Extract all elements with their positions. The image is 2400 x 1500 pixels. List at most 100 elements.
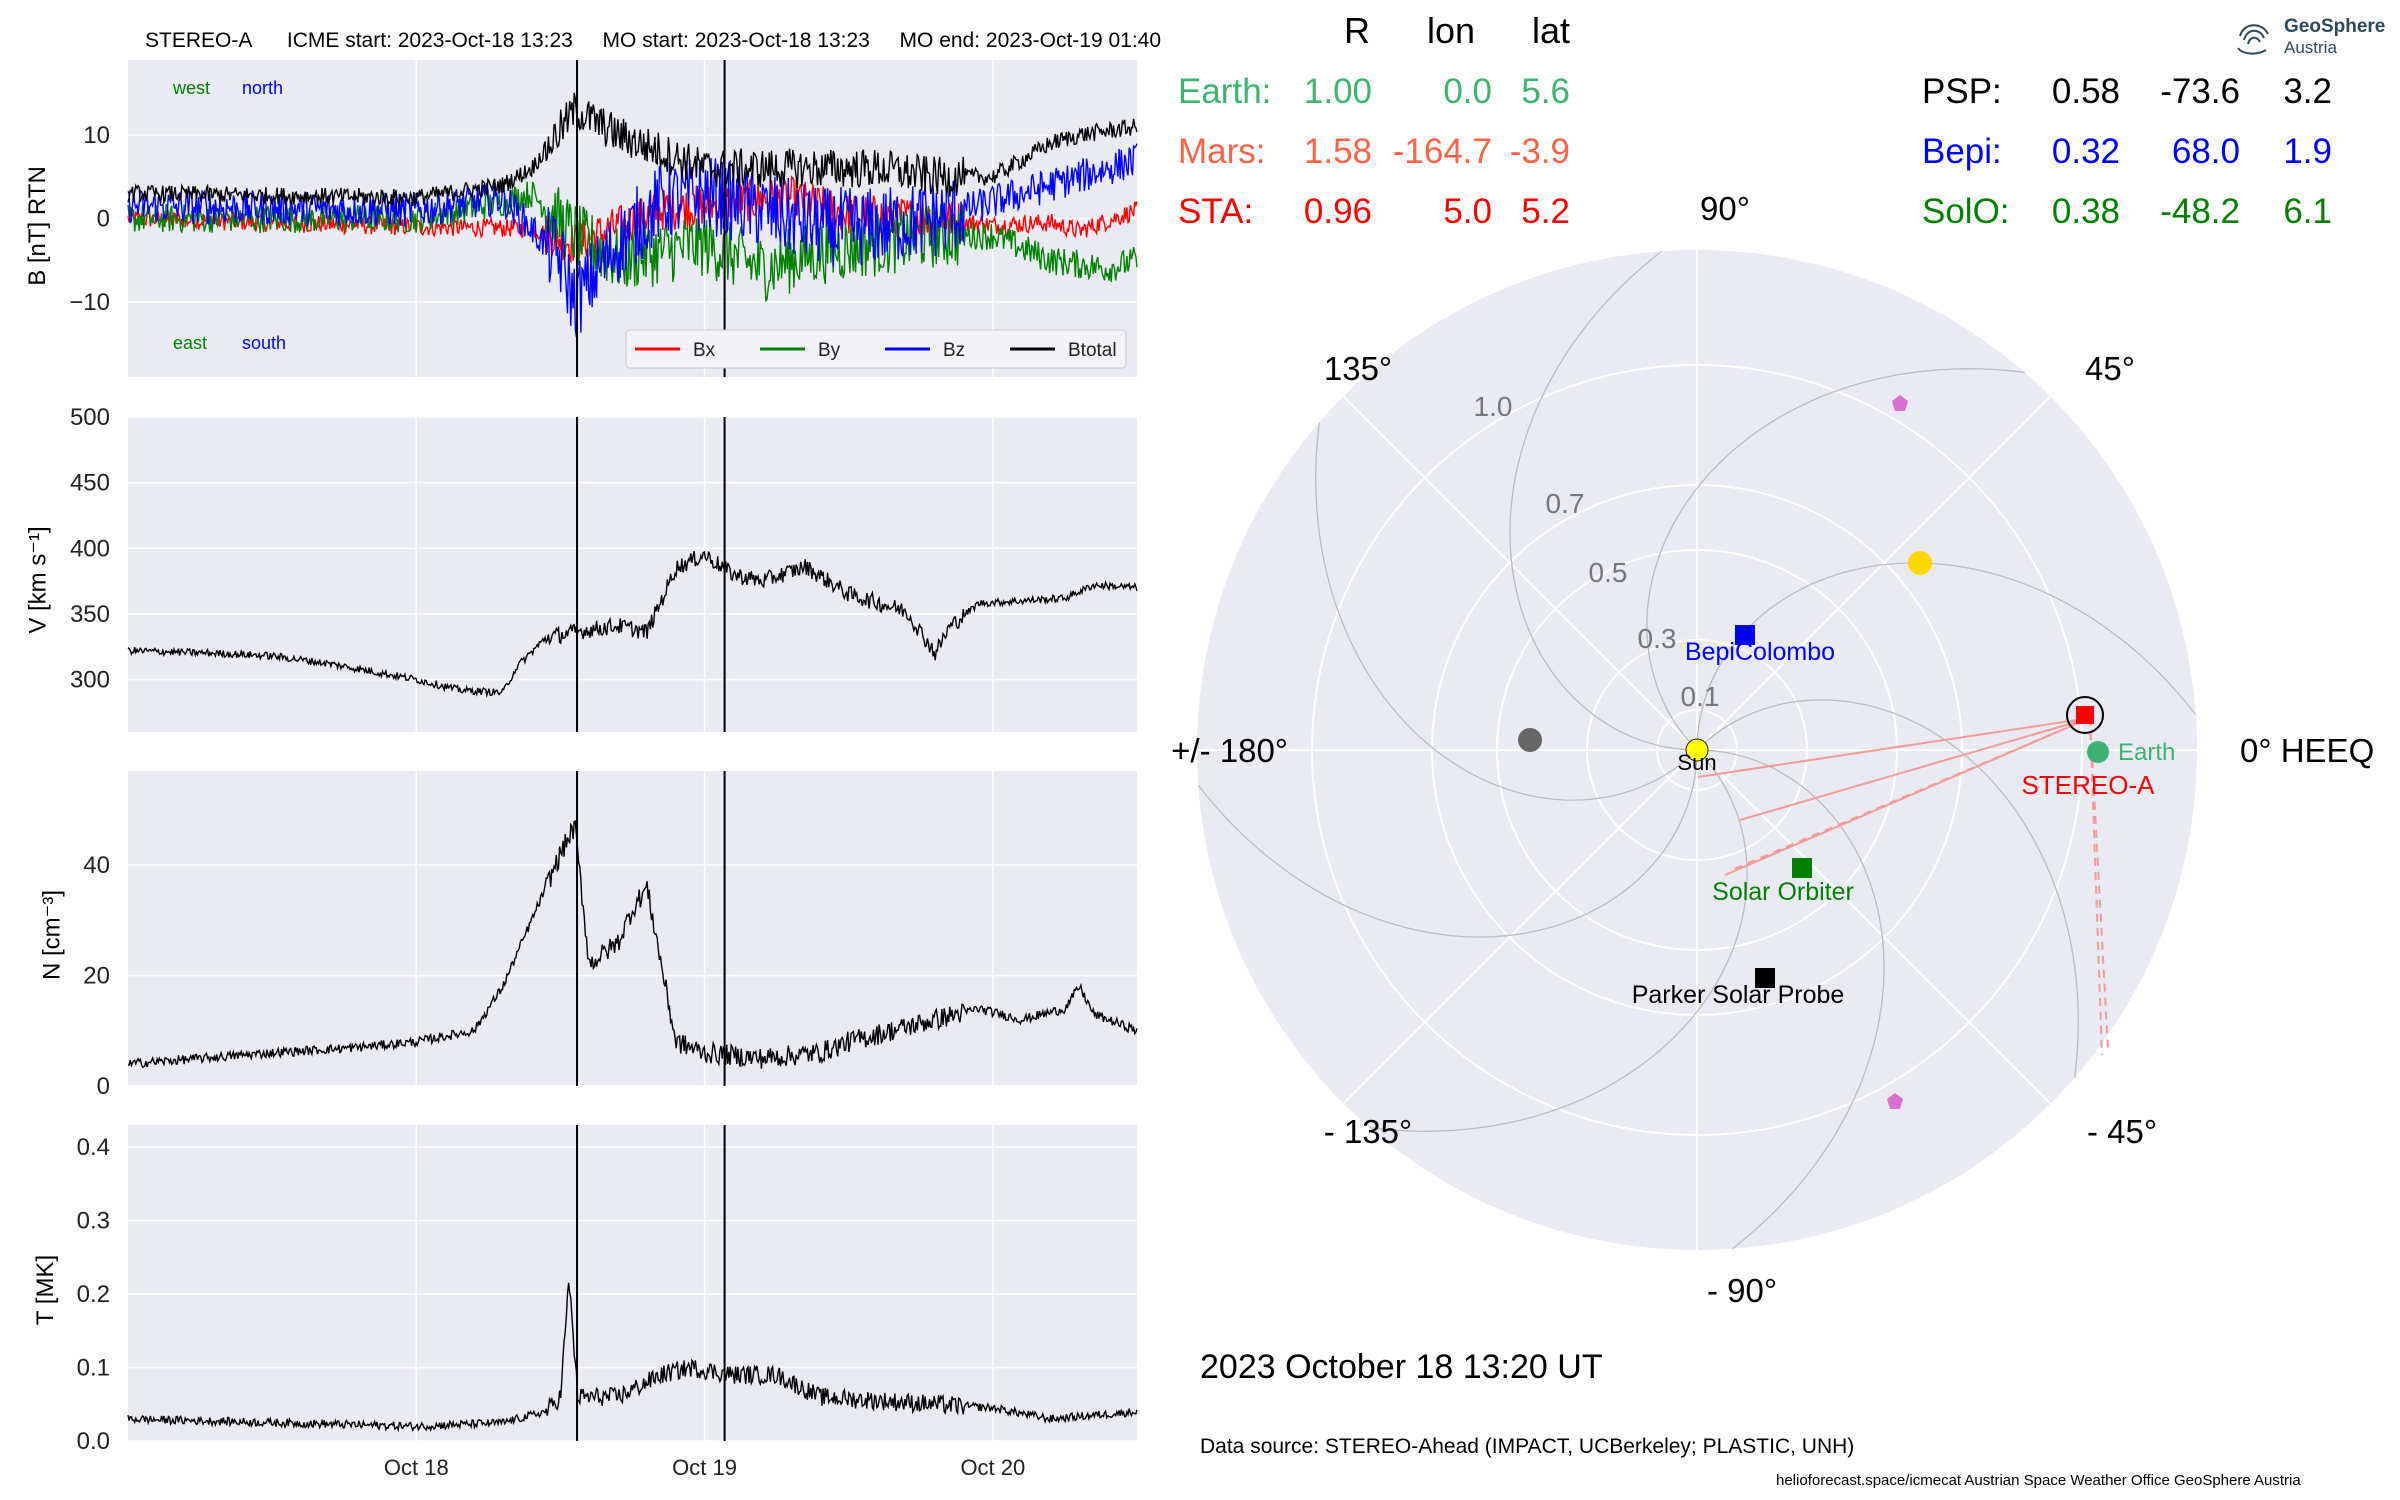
table-cell-lon: -164.7 bbox=[1392, 132, 1492, 171]
y-tick-label: 10 bbox=[83, 122, 110, 149]
polar-plot: 0.10.3 0.5 0.7 1.0 90° 45° 0° HEEQ - 45° - 90° - … bbox=[1171, 190, 2374, 1309]
bepi-label: BepiColombo bbox=[1685, 638, 1835, 666]
bepi-marker bbox=[1735, 625, 1755, 645]
footer-credits: helioforecast.space/icmecat Austrian Spa… bbox=[1776, 1472, 2301, 1489]
table-cell-lon: 68.0 bbox=[2171, 132, 2240, 171]
date-text: 2023 October 18 13:20 UT bbox=[1200, 1348, 1603, 1386]
earth-marker bbox=[2087, 741, 2109, 763]
table-cell-lat: 3.2 bbox=[2283, 72, 2332, 111]
table-cell-lat: 1.9 bbox=[2283, 132, 2332, 171]
angular-grid-line bbox=[1342, 395, 1698, 751]
legend-label-bx: Bx bbox=[693, 340, 716, 361]
table-row-label: Mars: bbox=[1178, 132, 1266, 171]
panel-magnetic-field: 10 0 −10 bbox=[69, 60, 1138, 377]
table-row-label: PSP: bbox=[1922, 72, 2002, 111]
table-cell-r: 0.58 bbox=[2051, 72, 2120, 111]
y-tick-label: 450 bbox=[70, 470, 110, 497]
b-legend: Bx By Bz Btotal bbox=[625, 329, 1127, 369]
table-header-lat: lat bbox=[1531, 10, 1570, 51]
sta-connection-line bbox=[1739, 717, 2091, 821]
logo-mark-icon bbox=[2237, 24, 2269, 55]
y-tick-label: 0.3 bbox=[77, 1208, 110, 1235]
psp-label: Parker Solar Probe bbox=[1632, 981, 1845, 1009]
ylabel-t: T [MK] bbox=[32, 1254, 59, 1326]
legend-box bbox=[625, 329, 1127, 369]
table-row-label: Bepi: bbox=[1922, 132, 2002, 171]
y-tick-label: 0 bbox=[97, 206, 110, 233]
series-bz bbox=[127, 143, 1138, 338]
ylabel-v: V [km s⁻¹] bbox=[24, 526, 52, 634]
comet-marker bbox=[1887, 1093, 1903, 1109]
header-mo-end: MO end: 2023-Oct-19 01:40 bbox=[899, 29, 1162, 52]
header-icme-start: ICME start: 2023-Oct-18 13:23 bbox=[286, 29, 573, 52]
radius-label: 1.0 bbox=[1474, 391, 1513, 422]
solo-label: Solar Orbiter bbox=[1712, 878, 1854, 906]
sta-label: STEREO-A bbox=[2022, 770, 2156, 800]
x-tick-label: Oct 19 bbox=[672, 1455, 737, 1480]
header-spacecraft: STEREO-A bbox=[145, 29, 252, 52]
x-tick-label: Oct 18 bbox=[384, 1455, 449, 1480]
series-v bbox=[127, 550, 1138, 699]
table-row-label: STA: bbox=[1178, 192, 1254, 231]
y-tick-label: 400 bbox=[70, 535, 110, 562]
angle-label: 0° HEEQ bbox=[2240, 732, 2374, 769]
y-tick-label: 350 bbox=[70, 601, 110, 628]
sun-label: Sun bbox=[1677, 750, 1716, 775]
angle-label: +/- 180° bbox=[1171, 732, 1288, 769]
panel-temperature: 0.4 0.3 0.2 0.1 0.0 bbox=[77, 1125, 1138, 1455]
table-header-lon: lon bbox=[1426, 10, 1475, 51]
angle-label: - 135° bbox=[1324, 1113, 1412, 1150]
angle-label: - 90° bbox=[1707, 1272, 1777, 1309]
series-t bbox=[127, 1282, 1138, 1433]
y-tick-label: 0.0 bbox=[77, 1428, 110, 1455]
series-btotal bbox=[127, 92, 1138, 208]
angle-label: 135° bbox=[1324, 350, 1392, 387]
ylabel-n: N [cm⁻³] bbox=[38, 890, 66, 980]
parker-spiral bbox=[1696, 699, 2079, 1078]
parker-spiral bbox=[1696, 749, 1885, 1250]
mars-marker bbox=[1518, 728, 1542, 752]
parker-spiral bbox=[1696, 562, 2197, 751]
angle-label: 45° bbox=[2085, 350, 2135, 387]
radius-label: 0.1 bbox=[1681, 681, 1720, 712]
table-cell-lat: 6.1 bbox=[2283, 192, 2332, 231]
label-west: west bbox=[173, 78, 211, 98]
y-tick-label: 0.4 bbox=[77, 1134, 110, 1161]
table-cell-r: 0.38 bbox=[2051, 192, 2120, 231]
sta-dashed-line bbox=[2089, 717, 2103, 1056]
comet-marker bbox=[1892, 395, 1908, 411]
psp-marker bbox=[1755, 968, 1775, 988]
logo-line1: GeoSphere bbox=[2284, 16, 2386, 37]
venus-marker bbox=[1908, 551, 1932, 575]
table-cell-lon: -48.2 bbox=[2160, 192, 2240, 231]
angle-label: 90° bbox=[1700, 190, 1750, 227]
table-cell-lon: -73.6 bbox=[2160, 72, 2240, 111]
table-cell-r: 1.00 bbox=[1303, 72, 1372, 111]
table-cell-lat: 5.2 bbox=[1521, 192, 1570, 231]
panel-background bbox=[128, 1125, 1137, 1441]
parker-spiral bbox=[1315, 422, 1698, 801]
y-tick-label: −10 bbox=[69, 289, 110, 316]
table-cell-r: 0.32 bbox=[2051, 132, 2120, 171]
label-east: east bbox=[173, 333, 208, 353]
sta-ring bbox=[2066, 696, 2104, 734]
y-tick-label: 0.2 bbox=[77, 1281, 110, 1308]
table-row-label: SolO: bbox=[1922, 192, 2010, 231]
parker-spiral bbox=[1369, 749, 1748, 1132]
table-cell-lat: 5.6 bbox=[1521, 72, 1570, 111]
sun-marker bbox=[1685, 738, 1709, 762]
ylabel-b: B [nT] RTN bbox=[24, 166, 51, 286]
sta-dashed-line bbox=[1731, 717, 2091, 871]
table-cell-lon: 0.0 bbox=[1443, 72, 1492, 111]
parker-spiral bbox=[1197, 749, 1698, 938]
y-tick-label: 20 bbox=[83, 962, 110, 989]
solo-marker bbox=[1792, 858, 1812, 878]
label-north: north bbox=[242, 78, 284, 98]
y-tick-label: 300 bbox=[70, 667, 110, 694]
angle-label: - 45° bbox=[2087, 1113, 2157, 1150]
parker-spiral bbox=[1509, 250, 1698, 751]
panel-speed: 500 450 400 350 300 bbox=[70, 404, 1138, 732]
legend-label-bz: Bz bbox=[943, 340, 965, 361]
table-header-r: R bbox=[1344, 10, 1370, 51]
